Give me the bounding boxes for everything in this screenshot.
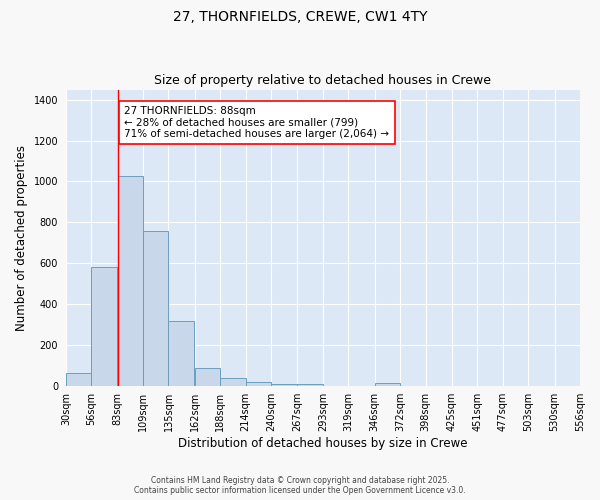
- Text: 27, THORNFIELDS, CREWE, CW1 4TY: 27, THORNFIELDS, CREWE, CW1 4TY: [173, 10, 427, 24]
- Bar: [245, 382, 271, 386]
- Bar: [169, 322, 194, 386]
- Bar: [91, 268, 116, 386]
- Bar: [118, 176, 143, 386]
- Title: Size of property relative to detached houses in Crewe: Size of property relative to detached ho…: [154, 74, 491, 87]
- Bar: [143, 230, 169, 386]
- Bar: [195, 368, 220, 386]
- Bar: [66, 372, 91, 386]
- Bar: [298, 384, 323, 386]
- X-axis label: Distribution of detached houses by size in Crewe: Distribution of detached houses by size …: [178, 437, 467, 450]
- Bar: [271, 384, 296, 386]
- Text: 27 THORNFIELDS: 88sqm
← 28% of detached houses are smaller (799)
71% of semi-det: 27 THORNFIELDS: 88sqm ← 28% of detached …: [124, 106, 389, 139]
- Bar: [375, 383, 400, 386]
- Bar: [220, 378, 245, 386]
- Y-axis label: Number of detached properties: Number of detached properties: [15, 144, 28, 330]
- Text: Contains HM Land Registry data © Crown copyright and database right 2025.
Contai: Contains HM Land Registry data © Crown c…: [134, 476, 466, 495]
